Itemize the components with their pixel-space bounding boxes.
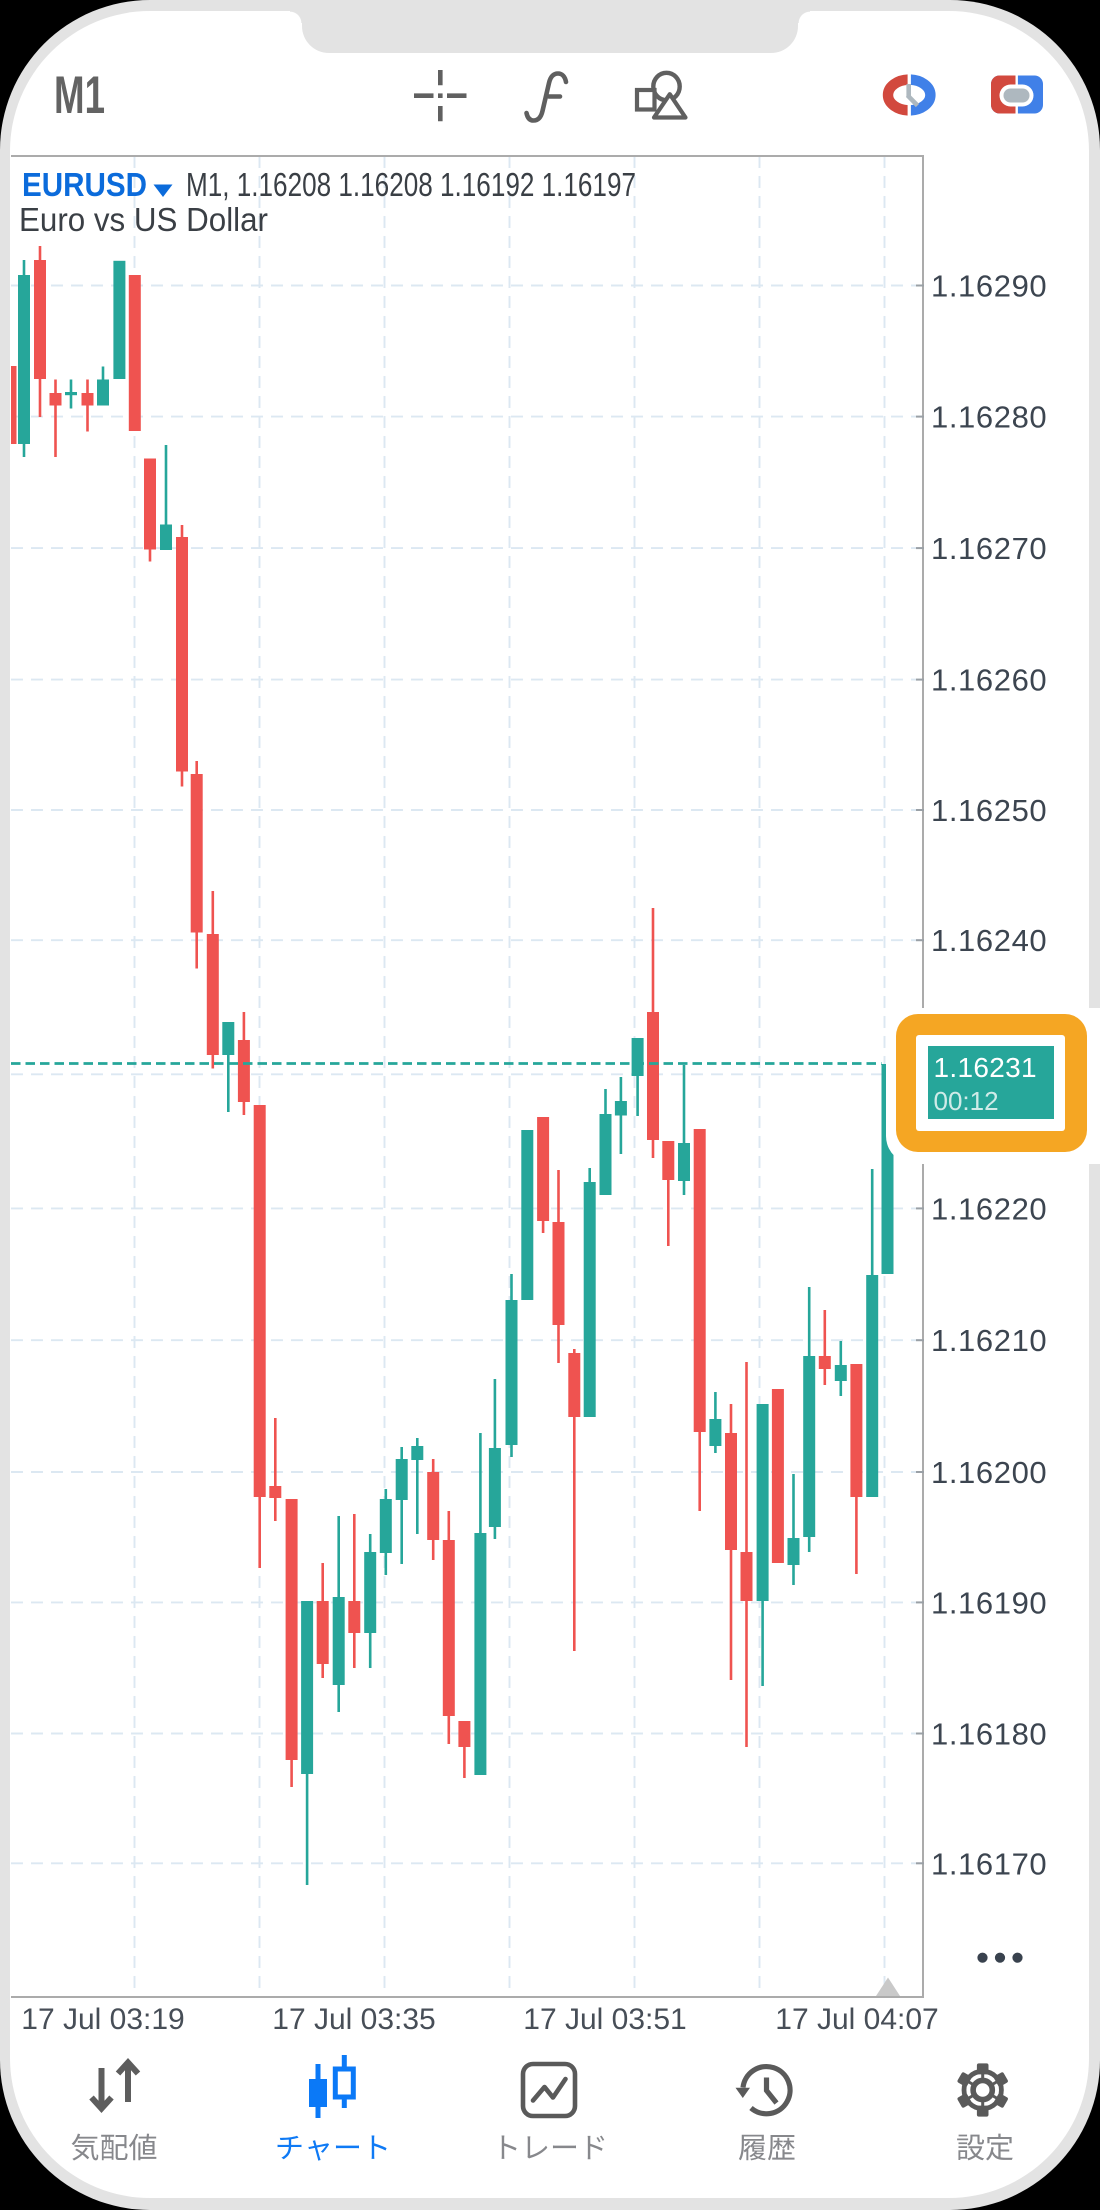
svg-text:17 Jul 03:35: 17 Jul 03:35 (272, 2003, 435, 2036)
svg-text:1.16180: 1.16180 (931, 1717, 1047, 1752)
svg-text:1.16170: 1.16170 (931, 1846, 1047, 1881)
svg-text:1.16190: 1.16190 (931, 1585, 1047, 1620)
svg-text:17 Jul 04:07: 17 Jul 04:07 (775, 2003, 938, 2036)
svg-text:M1, 1.16208 1.16208 1.16192 1.: M1, 1.16208 1.16208 1.16192 1.16197 (186, 166, 636, 203)
svg-text:1.16260: 1.16260 (931, 663, 1047, 698)
svg-text:1.16220: 1.16220 (931, 1191, 1047, 1226)
svg-text:1.16240: 1.16240 (931, 923, 1047, 958)
svg-text:1.16280: 1.16280 (931, 400, 1047, 435)
svg-text:1.16270: 1.16270 (931, 531, 1047, 566)
svg-text:17 Jul 03:19: 17 Jul 03:19 (21, 2003, 184, 2036)
svg-text:EURUSD: EURUSD (22, 166, 147, 203)
svg-text:Euro vs US Dollar: Euro vs US Dollar (19, 201, 268, 238)
svg-text:1.16250: 1.16250 (931, 793, 1047, 828)
svg-text:M1: M1 (54, 66, 105, 125)
svg-text:1.16200: 1.16200 (931, 1455, 1047, 1490)
svg-text:1.16210: 1.16210 (931, 1323, 1047, 1358)
svg-text:17 Jul 03:51: 17 Jul 03:51 (523, 2003, 686, 2036)
svg-text:1.16290: 1.16290 (931, 269, 1047, 304)
